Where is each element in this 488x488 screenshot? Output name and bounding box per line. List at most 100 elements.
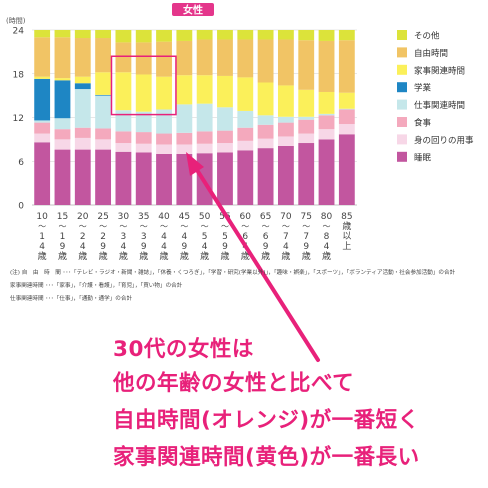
- svg-text:〜: 〜: [58, 222, 66, 231]
- bar-segment: [298, 40, 315, 90]
- bar-segment: [277, 116, 294, 123]
- svg-text:〜: 〜: [282, 222, 290, 231]
- title-banner: [172, 3, 214, 16]
- bar-segment: [115, 131, 132, 144]
- bar-segment: [156, 41, 172, 77]
- bar-segment: [156, 144, 172, 154]
- bar-segment: [257, 30, 274, 40]
- svg-text:8: 8: [324, 232, 330, 242]
- x-tick-label: 40〜44歳: [158, 212, 170, 262]
- svg-text:歳: 歳: [119, 250, 128, 262]
- svg-text:30: 30: [118, 212, 130, 222]
- svg-text:70: 70: [280, 212, 292, 222]
- note-work: 仕事関連時間 ･･･「仕事」，「通勤・通学」の合計: [10, 296, 133, 302]
- bar-segment: [237, 150, 254, 205]
- x-tick-label: 70〜74歳: [280, 212, 292, 262]
- x-tick-label: 10〜14歳: [36, 212, 48, 262]
- bar-segment: [54, 37, 71, 79]
- bar-segment: [196, 103, 213, 132]
- bar-segment: [156, 133, 172, 145]
- svg-text:4: 4: [161, 232, 167, 242]
- bar-segment: [217, 30, 233, 40]
- bar-segment: [277, 145, 294, 205]
- svg-text:3: 3: [121, 232, 127, 242]
- svg-text:歳: 歳: [200, 250, 209, 262]
- callout-line-3: 自由時間(オレンジ)が一番短く: [113, 408, 420, 433]
- bar-segment: [257, 124, 274, 139]
- bar-segment: [237, 127, 254, 141]
- bar-segment: [338, 124, 355, 135]
- bar-segment: [54, 78, 71, 81]
- svg-text:〜: 〜: [241, 222, 249, 231]
- bar-segment: [277, 122, 294, 137]
- bar-segment: [95, 94, 112, 96]
- bar-segment: [257, 115, 274, 125]
- bar-segment: [196, 30, 213, 40]
- legend-swatch: [397, 134, 407, 145]
- svg-text:4: 4: [181, 232, 187, 242]
- chart-title: 女性: [183, 4, 203, 17]
- svg-text:2: 2: [80, 232, 86, 242]
- svg-text:歳: 歳: [78, 250, 87, 262]
- svg-text:7: 7: [303, 232, 309, 242]
- bar-segment: [257, 138, 274, 149]
- bar-segment: [318, 139, 335, 205]
- svg-text:5: 5: [222, 232, 228, 242]
- x-tick-label: 25〜29歳: [97, 212, 108, 262]
- bar-segment: [298, 119, 315, 134]
- svg-text:歳: 歳: [99, 250, 108, 262]
- svg-text:4: 4: [324, 242, 330, 252]
- svg-text:歳: 歳: [38, 250, 47, 262]
- bar-segment: [95, 38, 112, 73]
- svg-text:上: 上: [342, 241, 351, 252]
- bar-segment: [237, 140, 254, 151]
- y-tick-label: 0: [18, 202, 24, 212]
- svg-text:6: 6: [242, 232, 248, 242]
- svg-text:9: 9: [263, 242, 269, 252]
- bar-segment: [176, 144, 193, 154]
- x-tick-label: 65〜69歳: [260, 212, 271, 262]
- bar-segment: [74, 83, 91, 90]
- svg-text:〜: 〜: [79, 222, 87, 231]
- callout-line-2: 他の年齢の女性と比べて: [113, 371, 355, 396]
- bar-segment: [237, 77, 254, 111]
- bar-segment: [34, 37, 51, 77]
- legend-label: 自由時間: [414, 48, 448, 59]
- bar-segment: [156, 109, 172, 134]
- legend-swatch: [397, 64, 407, 75]
- bar-segment: [237, 39, 254, 78]
- svg-text:85: 85: [341, 212, 352, 222]
- svg-text:25: 25: [97, 212, 108, 222]
- callout-line-1: 30代の女性は: [113, 337, 254, 362]
- x-tick-label: 75〜79歳: [300, 212, 311, 262]
- bar-segment: [338, 30, 355, 41]
- svg-text:歳: 歳: [342, 220, 351, 232]
- callout-arrow-head: [186, 152, 204, 176]
- bar-segment: [74, 76, 91, 84]
- svg-text:15: 15: [57, 212, 68, 222]
- svg-text:歳: 歳: [220, 250, 229, 262]
- svg-text:3: 3: [141, 232, 147, 242]
- bar-segment: [196, 131, 213, 144]
- bar-segment: [135, 42, 152, 75]
- bar-segment: [257, 148, 274, 205]
- svg-text:〜: 〜: [323, 222, 331, 231]
- bar-segment: [74, 149, 91, 205]
- legend-entry: 家事関連時間: [397, 64, 465, 76]
- bar-segment: [74, 30, 91, 39]
- bar-segment: [156, 30, 172, 42]
- bar-segment: [135, 111, 152, 133]
- svg-text:5: 5: [202, 232, 208, 242]
- svg-text:〜: 〜: [180, 222, 188, 231]
- legend-label: 学業: [414, 83, 432, 94]
- bar-segment: [217, 152, 233, 205]
- y-tick-label: 18: [13, 70, 25, 80]
- bar-segment: [115, 151, 132, 205]
- legend-label: 睡眠: [414, 153, 432, 163]
- svg-text:〜: 〜: [140, 222, 148, 231]
- svg-text:9: 9: [100, 242, 106, 252]
- bar-segment: [74, 137, 91, 150]
- legend-entry: 睡眠: [397, 151, 432, 163]
- x-tick-label: 80〜84歳: [321, 212, 333, 262]
